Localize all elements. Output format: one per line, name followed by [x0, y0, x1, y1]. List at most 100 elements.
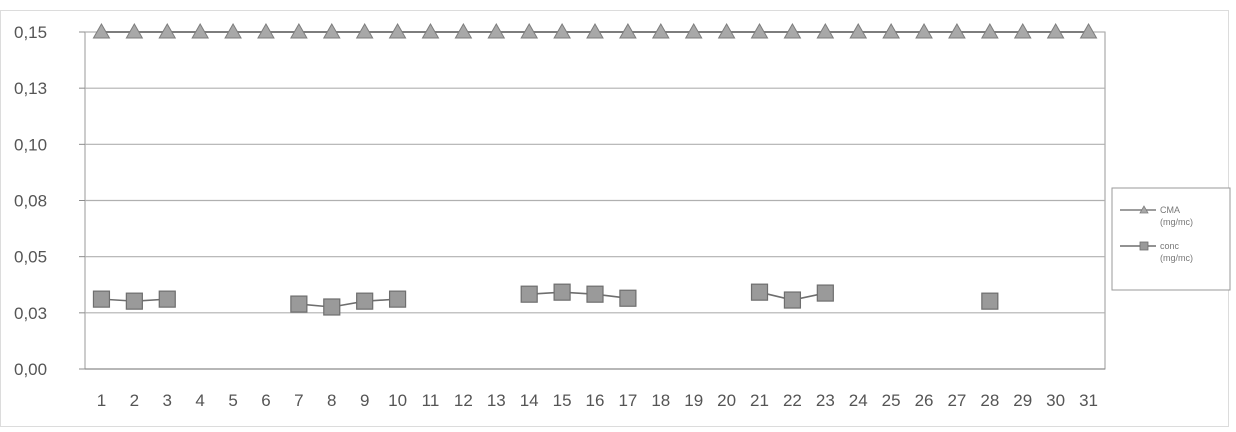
x-tick-label: 25: [882, 391, 901, 410]
x-tick-label: 16: [586, 391, 605, 410]
square-marker: [750, 283, 769, 301]
square-marker: [783, 291, 802, 309]
x-tick-label: 12: [454, 391, 473, 410]
triangle-marker: [816, 22, 835, 39]
x-tick-label: 27: [947, 391, 966, 410]
y-axis: 0,00 0,03 0,05 0,08 0,10 0,13 0,15: [14, 23, 85, 379]
square-marker: [323, 298, 341, 316]
triangle-marker: [651, 22, 670, 39]
legend: CMA (mg/mc) conc (mg/mc): [1111, 187, 1231, 291]
triangle-marker: [388, 22, 407, 39]
triangle-marker: [92, 22, 111, 39]
legend-label: conc: [1160, 241, 1180, 251]
triangle-marker: [980, 22, 999, 39]
square-marker: [92, 290, 111, 308]
y-tick-label: 0,05: [14, 248, 47, 267]
y-tick-label: 0,15: [14, 23, 47, 42]
x-tick-label: 10: [388, 391, 407, 410]
x-tick-label: 13: [487, 391, 506, 410]
x-tick-label: 7: [294, 391, 303, 410]
x-tick-label: 11: [422, 391, 440, 410]
square-marker: [981, 292, 999, 310]
x-tick-label: 20: [717, 391, 736, 410]
triangle-marker: [487, 22, 506, 39]
triangle-marker: [750, 22, 769, 39]
triangle-marker: [322, 22, 341, 39]
triangle-marker: [717, 22, 736, 39]
triangle-marker: [520, 22, 539, 39]
triangle-marker: [257, 22, 275, 39]
x-tick-label: 3: [163, 391, 172, 410]
triangle-marker: [355, 22, 374, 39]
x-tick-label: 21: [750, 391, 769, 410]
triangle-marker: [191, 22, 210, 39]
x-tick-label: 8: [327, 391, 336, 410]
triangle-marker: [421, 22, 440, 39]
x-tick-label: 15: [553, 391, 572, 410]
triangle-marker: [684, 22, 703, 39]
triangle-marker: [1013, 22, 1032, 39]
legend-triangle-marker: [1139, 205, 1149, 214]
series-layer: [92, 22, 1098, 316]
y-tick-label: 0,03: [14, 304, 47, 323]
triangle-marker: [586, 22, 604, 39]
y-tick-label: 0,10: [14, 135, 47, 154]
square-marker: [619, 289, 637, 307]
x-tick-label: 19: [684, 391, 703, 410]
series-line: [298, 298, 398, 308]
x-tick-label: 28: [980, 391, 999, 410]
legend-label-unit: (mg/mc): [1160, 253, 1193, 263]
x-tick-label: 2: [130, 391, 139, 410]
triangle-marker: [619, 22, 637, 39]
square-marker: [290, 295, 308, 313]
triangle-marker: [290, 22, 308, 39]
square-marker: [586, 285, 604, 303]
series-line: [529, 291, 629, 300]
x-tick-label: 29: [1013, 391, 1032, 410]
triangle-marker: [882, 22, 900, 39]
triangle-marker: [553, 22, 571, 39]
y-tick-label: 0,13: [14, 79, 47, 98]
x-tick-label: 22: [783, 391, 802, 410]
square-marker: [553, 283, 571, 301]
triangle-marker: [915, 22, 933, 39]
triangle-marker: [1046, 22, 1065, 39]
x-tick-label: 1: [97, 391, 106, 410]
x-tick-label: 9: [360, 391, 369, 410]
x-tick-label: 14: [520, 391, 539, 410]
x-tick-label: 18: [651, 391, 670, 410]
triangle-marker: [158, 22, 177, 39]
x-tick-label: 6: [261, 391, 270, 410]
legend-box: [1111, 187, 1231, 291]
triangle-marker: [783, 22, 802, 39]
series-1: [92, 22, 1098, 39]
x-tick-label: 24: [849, 391, 868, 410]
y-tick-label: 0,08: [14, 192, 47, 211]
triangle-marker: [125, 22, 144, 39]
y-tick-label: 0,00: [14, 360, 47, 379]
square-marker: [816, 284, 834, 302]
triangle-marker: [849, 22, 868, 39]
square-marker: [356, 292, 374, 310]
x-tick-label: 31: [1079, 391, 1098, 410]
square-marker: [520, 285, 538, 303]
legend-square-marker: [1139, 241, 1149, 251]
square-marker: [388, 290, 407, 308]
legend-label-unit: (mg/mc): [1160, 217, 1193, 227]
x-tick-label: 5: [228, 391, 237, 410]
x-axis: 1 2 3 4 5 6 7 8 9 10 11 12 13 14 15 16 17 18 19 20 21 22 23 24 2…: [97, 391, 1098, 410]
series-2: [92, 283, 999, 316]
square-marker: [125, 292, 143, 310]
triangle-marker: [1079, 22, 1098, 39]
x-tick-label: 17: [618, 391, 637, 410]
triangle-marker: [224, 22, 242, 39]
x-tick-label: 23: [816, 391, 835, 410]
triangle-marker: [454, 22, 473, 39]
x-tick-label: 4: [195, 391, 204, 410]
square-marker: [158, 290, 176, 308]
legend-label: CMA: [1160, 205, 1180, 215]
triangle-marker: [948, 22, 966, 39]
x-tick-label: 26: [915, 391, 934, 410]
